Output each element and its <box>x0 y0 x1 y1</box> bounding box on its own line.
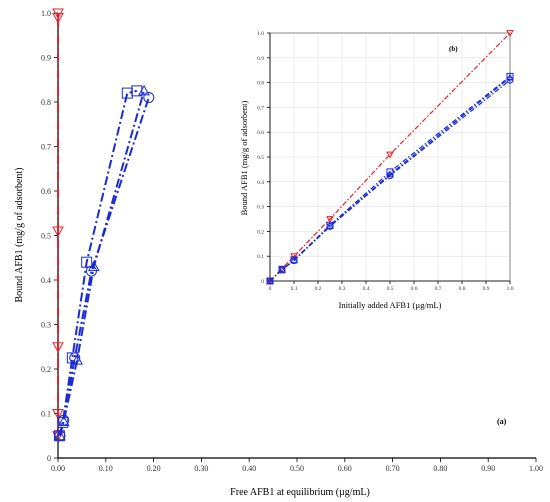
main-series-3-point <box>88 260 100 272</box>
inset-x-tick-label: 1.0 <box>507 286 514 292</box>
inset-series-0-point <box>326 216 334 224</box>
inset-series-0-point <box>506 30 514 38</box>
main-x-tick-label: 0.80 <box>433 464 447 473</box>
main-x-axis-label: Free AFB1 at equilibrium (µg/mL) <box>230 487 370 498</box>
inset-y-tick-label: 0.1 <box>257 254 264 260</box>
main-y-tick-label: 0.3 <box>41 321 51 330</box>
inset-y-tick-label: 0.3 <box>257 205 264 211</box>
main-y-tick-label: 0.1 <box>41 410 51 419</box>
inset-plot-panel-b: 0 0.1 0.2 0.3 0.4 0.5 0.6 0.7 0.8 0.9 1.0 0 0.1 0.2 0.… <box>257 30 514 292</box>
inset-series-3-point <box>506 73 514 81</box>
main-y-axis-label: Bound AFB1 (mg/g of adsorbent) <box>14 168 25 303</box>
main-series-2-point <box>69 352 81 364</box>
inset-series-0-point <box>386 151 394 159</box>
inset-series-3-point <box>326 221 334 229</box>
inset-x-tick-label: 0.6 <box>411 286 418 292</box>
inset-y-tick-label: 0.2 <box>257 229 264 235</box>
main-series-0-point <box>52 226 64 238</box>
main-y-tick-label: 0.8 <box>41 98 51 107</box>
main-series-2-line <box>58 97 150 436</box>
main-y-tick-label: 1.0 <box>41 9 51 18</box>
inset-x-tick-label: 0.4 <box>363 286 370 292</box>
main-y-tick-label: 0.6 <box>41 187 51 196</box>
main-series-1-line <box>58 89 138 436</box>
main-series-0-point <box>52 431 64 442</box>
inset-series-2-point <box>386 172 394 180</box>
inset-x-tick-label: 0.1 <box>291 286 298 292</box>
inset-series-3-point <box>386 170 394 178</box>
main-series-3-point <box>71 354 83 365</box>
main-x-tick-label: 0.20 <box>147 464 161 473</box>
main-x-tick-label: 0.40 <box>242 464 256 473</box>
inset-x-tick-label: 0 <box>269 286 272 292</box>
main-series-3-point <box>138 84 150 96</box>
inset-x-tick-label: 0.5 <box>387 286 394 292</box>
main-y-tick-label: 0 <box>47 454 51 463</box>
main-x-tick-label: 0.00 <box>51 464 65 473</box>
inset-y-tick-label: 0.7 <box>257 105 264 111</box>
inset-series-3-point <box>266 276 274 284</box>
inset-x-tick-label: 0.9 <box>483 286 490 292</box>
main-plot-panel-a: 0.00 0.10 0.20 0.30 0.40 0.50 0.60 0.70 0.80 0.90… <box>41 8 543 473</box>
main-x-tick-label: 0.10 <box>99 464 113 473</box>
inset-x-tick-label: 0.2 <box>315 286 322 292</box>
main-series-1-point <box>131 85 143 97</box>
inset-x-tick-label: 0.3 <box>339 286 346 292</box>
main-y-tick-label: 0.7 <box>41 143 51 152</box>
panel-label-a: (a) <box>497 417 507 426</box>
inset-series-3-point <box>290 256 298 264</box>
inset-y-axis-label: Bound AFB1 (mg/g of adsorbent) <box>239 100 249 215</box>
inset-x-tick-label: 0.7 <box>435 286 442 292</box>
inset-x-tick-label: 0.8 <box>459 286 466 292</box>
inset-y-tick-label: 0.4 <box>257 180 264 186</box>
main-x-tick-label: 0.70 <box>386 464 400 473</box>
main-series-3-line <box>58 90 146 437</box>
inset-y-tick-label: 1.0 <box>257 31 264 37</box>
inset-y-tick-label: 0.6 <box>257 130 264 136</box>
panel-label-b: (b) <box>449 45 458 53</box>
main-x-tick-label: 1.00 <box>529 464 543 473</box>
main-series-0-point <box>52 8 64 20</box>
main-series-1-point <box>81 256 93 268</box>
main-series-3-point <box>57 415 70 427</box>
main-x-tick-label: 0.60 <box>338 464 352 473</box>
inset-series-group <box>266 30 514 286</box>
inset-series-1-point <box>506 72 514 80</box>
main-series-3-point <box>54 429 66 441</box>
inset-y-tick-label: 0.5 <box>257 155 264 161</box>
main-series-2-point <box>143 92 155 104</box>
main-y-tick-label: 0.5 <box>41 232 51 241</box>
main-x-tick-label: 0.50 <box>290 464 304 473</box>
main-x-tick-label: 0.30 <box>194 464 208 473</box>
inset-y-tick-label: 0 <box>261 279 264 285</box>
main-series-group <box>52 8 155 442</box>
inset-series-3-point <box>278 265 286 273</box>
inset-y-tick-label: 0.8 <box>257 81 264 87</box>
inset-y-tick-label: 0.9 <box>257 56 264 62</box>
main-series-0-point <box>52 409 64 420</box>
inset-x-axis-label: Initially added AFB1 (µg/mL) <box>339 300 442 310</box>
main-x-tick-label: 0.90 <box>481 464 495 473</box>
main-y-tick-label: 0.2 <box>41 365 51 374</box>
main-y-tick-label: 0.4 <box>41 276 51 285</box>
main-series-0-point <box>52 342 64 353</box>
main-series-0-point <box>52 12 64 24</box>
main-y-tick-label: 0.9 <box>41 54 51 63</box>
